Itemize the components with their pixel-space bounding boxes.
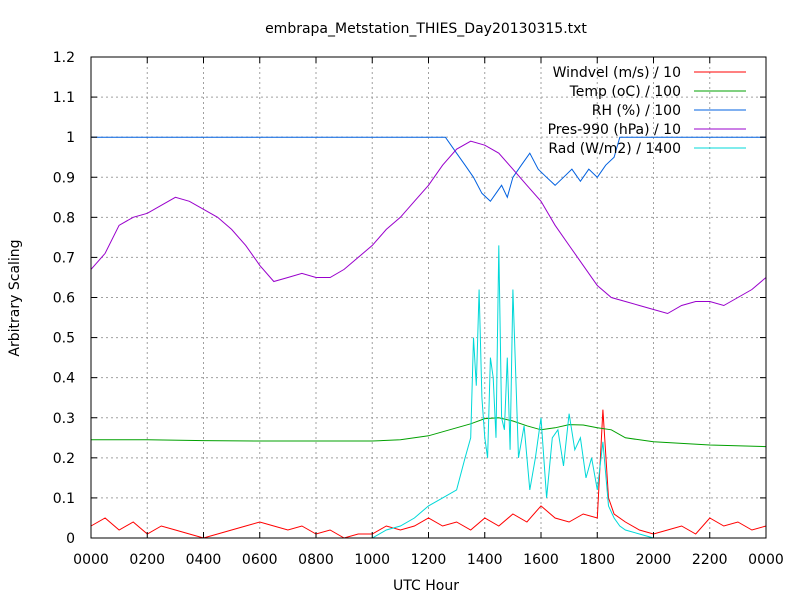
- x-tick-label: 1600: [523, 552, 559, 568]
- x-tick-label: 1000: [354, 552, 390, 568]
- legend-label: Rad (W/m2) / 1400: [548, 141, 681, 157]
- y-tick-label: 0.5: [53, 331, 75, 347]
- y-tick-label: 1.2: [53, 50, 75, 66]
- ticks: 0 0.1 0.2 0.3 0.4 0.5 0.6 0.7 0.8 0.9 1 1.1 1.2 0000 0…: [53, 50, 784, 568]
- chart-title: embrapa_Metstation_THIES_Day20130315.txt: [265, 21, 587, 37]
- y-tick-label: 0: [66, 531, 75, 547]
- legend-label: Temp (oC) / 100: [569, 84, 681, 100]
- x-tick-label: 2200: [692, 552, 728, 568]
- x-tick-label: 0000: [73, 552, 109, 568]
- x-tick-label: 1200: [411, 552, 447, 568]
- series-line-3: [91, 136, 766, 203]
- x-tick-label: 1800: [579, 552, 615, 568]
- y-tick-label: 0.4: [53, 371, 75, 387]
- series-line-2: [91, 417, 767, 448]
- legend-label: Windvel (m/s) / 10: [553, 65, 681, 81]
- legend-label: RH (%) / 100: [592, 103, 681, 119]
- x-tick-label: 0400: [186, 552, 222, 568]
- y-tick-label: 1.1: [53, 90, 75, 106]
- x-tick-label: 0000: [748, 552, 784, 568]
- x-tick-label: 0200: [129, 552, 165, 568]
- y-tick-label: 0.3: [53, 411, 75, 427]
- series-line-5: [91, 245, 766, 539]
- legend: Windvel (m/s) / 10 Temp (oC) / 100 RH (%) …: [548, 65, 746, 157]
- y-tick-label: 0.9: [53, 170, 75, 186]
- y-axis-label: Arbitrary Scaling: [7, 239, 23, 356]
- y-tick-label: 1: [66, 130, 75, 146]
- x-tick-label: 0600: [242, 552, 278, 568]
- y-tick-label: 0.1: [53, 491, 75, 507]
- y-tick-label: 0.2: [53, 451, 75, 467]
- x-tick-label: 0800: [298, 552, 334, 568]
- y-tick-label: 0.8: [53, 210, 75, 226]
- y-tick-label: 0.7: [53, 250, 75, 266]
- legend-label: Pres-990 (hPa) / 10: [548, 122, 681, 138]
- x-tick-label: 1400: [467, 552, 503, 568]
- series-layer: [90, 136, 767, 539]
- series-line-4: [90, 140, 767, 315]
- x-axis-label: UTC Hour: [393, 578, 459, 594]
- series-line-1: [90, 409, 767, 539]
- x-tick-label: 2000: [636, 552, 672, 568]
- y-tick-label: 0.6: [53, 291, 75, 307]
